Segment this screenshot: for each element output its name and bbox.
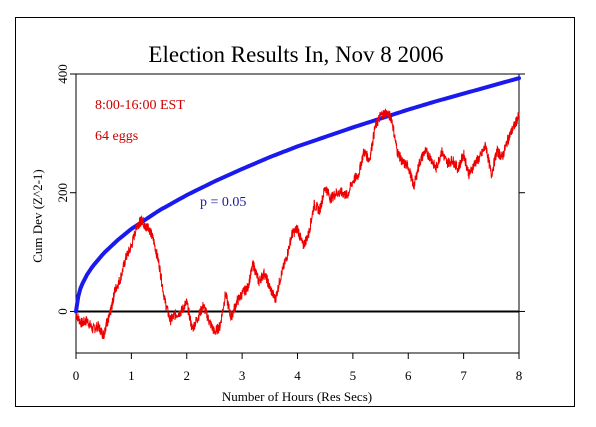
x-tick-label: 1 xyxy=(128,368,135,383)
x-axis-label: Number of Hours (Res Secs) xyxy=(222,389,372,404)
x-tick-label: 3 xyxy=(239,368,246,383)
x-tick-label: 6 xyxy=(405,368,412,383)
y-axis-label: Cum Dev (Z^2-1) xyxy=(30,169,45,262)
y-tick-label: 400 xyxy=(55,64,70,84)
tick-labels: 0 1 2 3 4 5 6 7 8 0 200 400 xyxy=(55,64,522,383)
x-tick-label: 8 xyxy=(516,368,523,383)
chart-frame xyxy=(15,17,575,407)
time-range-annotation: 8:00-16:00 EST xyxy=(95,98,185,113)
p-value-annotation: p = 0.05 xyxy=(200,195,246,210)
y-tick-label: 200 xyxy=(55,183,70,203)
chart-title: Election Results In, Nov 8 2006 xyxy=(148,42,443,67)
plot-axes xyxy=(70,73,525,359)
x-tick-label: 5 xyxy=(350,368,357,383)
x-tick-label: 2 xyxy=(184,368,191,383)
y-tick-label: 0 xyxy=(55,308,70,315)
x-tick-label: 7 xyxy=(460,368,467,383)
x-tick-label: 4 xyxy=(294,368,301,383)
egg-count-annotation: 64 eggs xyxy=(95,129,138,144)
x-tick-label: 0 xyxy=(73,368,80,383)
p-curve-line xyxy=(74,76,521,314)
cumulative-deviation-line xyxy=(75,107,520,340)
